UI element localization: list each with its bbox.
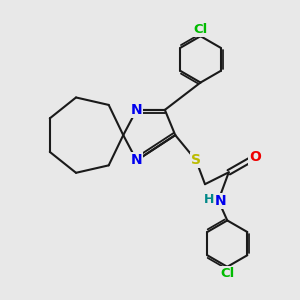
Text: O: O — [249, 150, 261, 164]
Text: S: S — [191, 153, 201, 167]
Text: N: N — [131, 103, 142, 117]
Text: Cl: Cl — [220, 267, 234, 280]
Text: N: N — [215, 194, 226, 208]
Text: N: N — [131, 153, 142, 167]
Text: H: H — [204, 193, 214, 206]
Text: Cl: Cl — [194, 23, 208, 36]
